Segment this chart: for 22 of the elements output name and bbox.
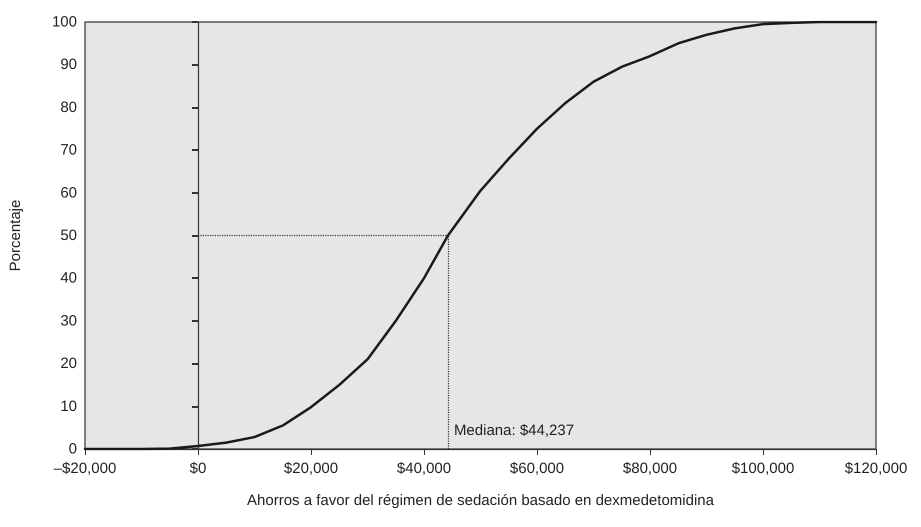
x-tick-label: $80,000: [622, 460, 678, 477]
x-axis-title: Ahorros a favor del régimen de sedación basado en dexmedetomidina: [247, 492, 715, 509]
y-tick-label: 60: [60, 184, 77, 202]
x-tick-label: $120,000: [844, 460, 908, 477]
y-tick-label: 0: [68, 440, 77, 458]
y-axis-title: Porcentaje: [7, 200, 24, 272]
y-tick-label: 20: [60, 355, 77, 372]
y-tick-label: 40: [60, 270, 77, 287]
y-tick-label: 50: [60, 227, 77, 244]
x-tick-label: –$20,000: [54, 460, 116, 477]
y-tick-label: 10: [60, 398, 77, 415]
x-tick-label: $20,000: [284, 460, 338, 477]
x-tick-label: $40,000: [396, 460, 452, 477]
ref-line-label: Mediana: $44,237: [454, 422, 574, 439]
x-tick-label: $100,000: [732, 460, 794, 477]
y-tick-label: 100: [52, 14, 77, 30]
x-tick-label: $0: [190, 460, 206, 477]
x-tick-label: $60,000: [510, 460, 564, 477]
y-tick-label: 80: [60, 98, 77, 116]
y-tick-label: 70: [60, 142, 77, 159]
y-tick-label: 30: [60, 312, 77, 330]
y-tick-label: 90: [60, 56, 77, 74]
